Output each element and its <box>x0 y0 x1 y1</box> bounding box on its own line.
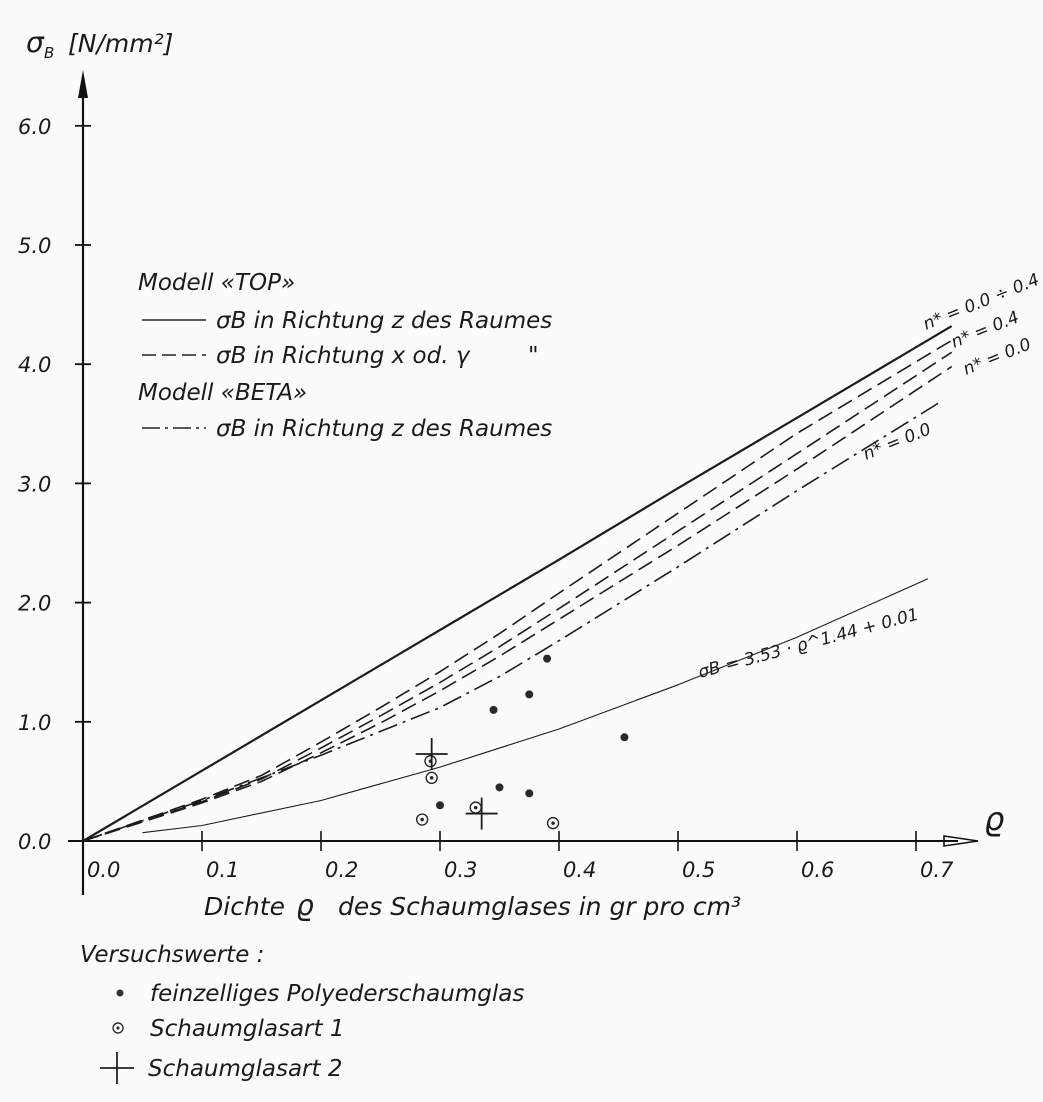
point-polyederschaumglas <box>495 783 504 792</box>
x-axis-symbol: ϱ <box>984 800 1004 838</box>
series-line-dashed <box>82 365 953 842</box>
x-tick-label: 0.1 <box>206 858 239 882</box>
x-tick-label: 0.5 <box>682 858 715 882</box>
point-schaumglasart-1 <box>415 813 429 826</box>
point-polyederschaumglas <box>620 733 629 742</box>
point-schaumglasart-1-center <box>473 805 478 810</box>
data-points <box>415 654 629 830</box>
series-line-dashed <box>82 339 953 842</box>
x-tick-label: 0.4 <box>563 858 596 882</box>
series-line-dashed <box>82 351 953 842</box>
test-values-heading: Versuchswerte : <box>80 942 264 968</box>
y-tick-label: 3.0 <box>18 472 51 496</box>
legend-circle-marker-center <box>116 1026 120 1030</box>
y-tick-label: 1.0 <box>18 711 51 735</box>
series-line-solid <box>82 325 953 842</box>
x-axis-label-post: des Schaumglases in gr pro cm³ <box>338 892 741 921</box>
y-axis-symbol: σ <box>26 26 45 59</box>
ticks: 0.0 1.0 2.0 3.0 4.0 5.0 6.0 0.0 0.1 0.2 0.3 0.4 0.5 0… <box>18 115 954 882</box>
point-schaumglasart-1 <box>424 754 437 768</box>
point-polyederschaumglas <box>525 690 534 699</box>
point-schaumglasart-1-center <box>420 817 424 822</box>
test-value-label-3: Schaumglasart 2 <box>148 1056 342 1082</box>
x-axis-arrow <box>943 835 979 847</box>
legend-model-beta: Modell «BETA» <box>138 380 307 406</box>
point-schaumglasart-1 <box>546 816 560 830</box>
point-polyederschaumglas <box>489 705 498 714</box>
test-value-label-1: feinzelliges Polyederschaumglas <box>150 981 524 1007</box>
x-tick-label: 0.3 <box>444 858 477 882</box>
y-axis-symbol-sub: B <box>44 44 54 62</box>
point-schaumglasart-1-center <box>429 776 434 780</box>
axes <box>68 70 979 895</box>
curve-label-fit: σB = 3.53 · ϱ^1.44 + 0.01 <box>696 605 921 683</box>
y-tick-label: 5.0 <box>18 234 51 258</box>
x-tick-label: 0.0 <box>87 858 120 882</box>
y-tick-label: 2.0 <box>18 592 51 616</box>
legend: Modell «TOP» σB in Richtung z des Raumes… <box>138 270 552 442</box>
series-line-thin <box>142 578 929 834</box>
x-tick-label: 0.6 <box>801 858 834 882</box>
legend-circle-marker <box>112 1022 124 1034</box>
y-axis-arrow <box>78 70 88 98</box>
x-axis-label-pre: Dichte <box>204 892 285 921</box>
legend-solid-label: σB in Richtung z des Raumes <box>216 308 552 334</box>
x-tick-label: 0.7 <box>920 858 954 882</box>
point-polyederschaumglas <box>525 789 534 798</box>
legend-dashed-label: σB in Richtung x od. γ <box>216 343 471 369</box>
legend-model-top: Modell «TOP» <box>138 270 295 296</box>
series-line-dashdot <box>82 401 941 842</box>
point-schaumglasart-1 <box>425 771 438 785</box>
point-polyederschaumglas <box>543 654 552 663</box>
legend-dashdot-label: σB in Richtung z des Raumes <box>216 416 552 442</box>
y-axis-unit: [N/mm²] <box>68 29 173 58</box>
x-tick-label: 0.2 <box>325 858 358 882</box>
legend-dot-marker <box>116 989 124 997</box>
y-tick-label: 0.0 <box>18 830 51 854</box>
series-lines <box>82 325 953 842</box>
legend-ditto-mark: " <box>528 343 539 369</box>
y-tick-label: 4.0 <box>18 353 51 377</box>
y-tick-label: 6.0 <box>18 115 51 139</box>
x-axis-label-symbol: ϱ <box>296 889 314 922</box>
curve-label-dashdot: n* = 0.0 <box>860 419 934 464</box>
point-polyederschaumglas <box>436 801 444 810</box>
test-value-label-2: Schaumglasart 1 <box>150 1016 344 1042</box>
point-schaumglasart-1-center <box>551 821 555 825</box>
test-values-legend: Versuchswerte : feinzelliges Polyedersch… <box>80 942 524 1084</box>
